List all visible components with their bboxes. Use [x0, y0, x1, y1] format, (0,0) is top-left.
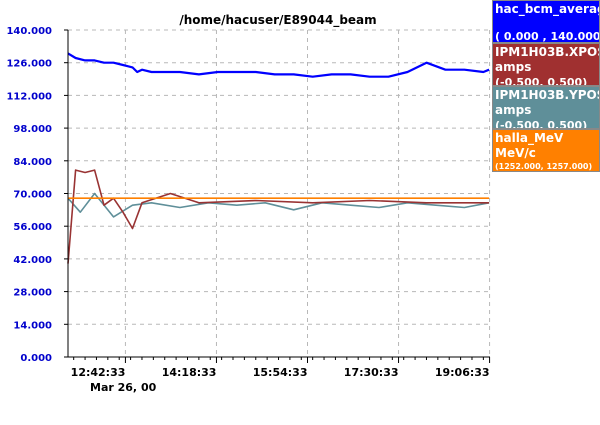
y-tick-label: 84.000: [13, 157, 52, 168]
y-tick-label: 70.000: [13, 190, 52, 201]
legend-range: (-0.500, 0.500): [495, 76, 588, 86]
y-tick-label: 0.000: [20, 353, 52, 364]
y-tick-label: 56.000: [13, 222, 52, 233]
y-tick-label: 28.000: [13, 288, 52, 299]
x-tick-label: 19:06:33: [435, 366, 490, 379]
legend-halla-mev: halla_MeV MeV/c (1252.000, 1257.000): [492, 129, 600, 172]
chart-title: /home/hacuser/E89044_beam: [179, 13, 376, 28]
legend-ipm1h03b-xpos: IPM1H03B.XPOS amps (-0.500, 0.500): [492, 43, 600, 86]
y-tick-label: 14.000: [13, 320, 52, 331]
legend-name: hac_bcm_average: [495, 2, 599, 16]
series-line-hac-bcm-average: [67, 52, 490, 78]
legend-ipm1h03b-ypos: IPM1H03B.YPOS amps (-0.500, 0.500): [492, 86, 600, 129]
y-tick-label: 98.000: [13, 124, 52, 135]
date-label: Mar 26, 00: [90, 381, 157, 394]
series-line-ipm1h03b-ypos: [67, 192, 490, 218]
legend-name: IPM1H03B.XPOS: [495, 45, 600, 59]
grid: [68, 29, 491, 357]
legend-name: IPM1H03B.YPOS: [495, 88, 600, 102]
y-tick-label: 42.000: [13, 255, 52, 266]
legend-range: (-0.500, 0.500): [495, 119, 588, 129]
legend-unit: amps: [495, 103, 532, 117]
x-ticks: 12:42:33 14:18:33 15:54:33 17:30:33 19:06:33: [71, 357, 491, 379]
x-tick-label: 12:42:33: [71, 366, 126, 379]
legend-name: halla_MeV: [495, 131, 564, 145]
x-tick-label: 14:18:33: [162, 366, 217, 379]
legend-hac-bcm-average: hac_bcm_average ( 0.000 , 140.000): [492, 0, 600, 43]
legend-range: (1252.000, 1257.000): [495, 162, 593, 171]
x-tick-label: 15:54:33: [253, 366, 308, 379]
y-tick-label: 140.000: [6, 26, 52, 37]
series-line-ipm1h03b-xpos: [67, 169, 490, 264]
legend-range: ( 0.000 , 140.000): [495, 30, 600, 43]
series-group: [67, 52, 490, 264]
legend-unit: amps: [495, 60, 532, 74]
y-tick-label: 126.000: [6, 59, 52, 70]
x-tick-label: 17:30:33: [344, 366, 399, 379]
y-ticks: 0.000 14.000 28.000 42.000 56.000 70.000 84.00…: [6, 26, 68, 364]
y-tick-label: 112.000: [6, 91, 52, 102]
legend-unit: MeV/c: [495, 146, 536, 160]
